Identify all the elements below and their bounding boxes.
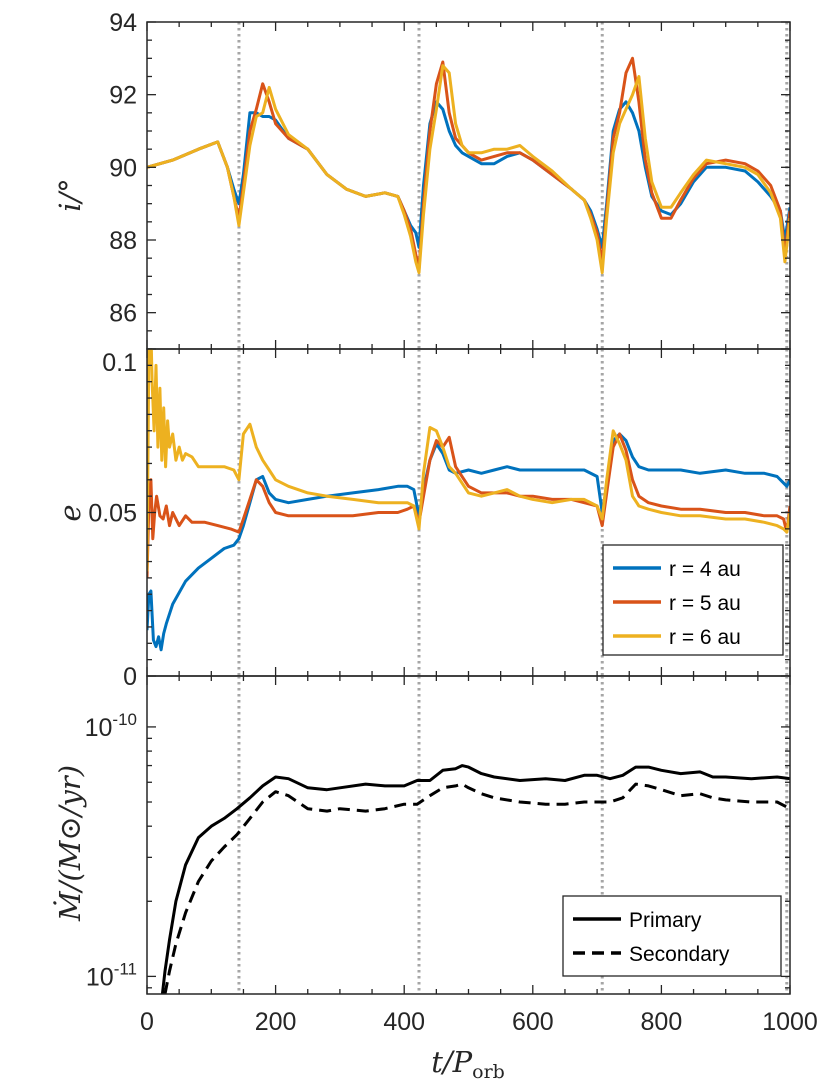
y-tick-label: 94 <box>109 9 137 37</box>
eccentricity-legend: r = 4 au r = 5 au r = 6 au <box>602 544 784 656</box>
inclination-panel: 86 88 90 92 94 i/° <box>53 9 791 350</box>
series-line-r-6-au <box>147 349 790 572</box>
x-tick-label: 0 <box>140 1008 154 1036</box>
legend-box <box>562 895 782 977</box>
y-tick-label: 10-10 <box>85 710 137 742</box>
eccentricity-panel: 0 0.05 0.1 e r = 4 au r = 5 au r = 6 au <box>53 348 791 691</box>
y-tick-label: 88 <box>109 227 137 255</box>
legend-label: r = 5 au <box>669 592 741 615</box>
x-tick-label: 400 <box>383 1008 425 1036</box>
y-tick-label: 92 <box>109 82 137 110</box>
x-tick-label: 1000 <box>762 1008 818 1036</box>
y-tick-label: 0 <box>123 663 137 691</box>
accretion-rate-panel: 10-10 10-110 200 400 600 800 1000 Ṁ/(M⊙/yr) Pr… <box>52 675 818 1083</box>
series-line-r-5-au <box>147 432 790 578</box>
legend-label: r = 6 au <box>669 626 741 649</box>
legend-label: Primary <box>629 909 702 932</box>
series-line-secondary <box>163 782 790 994</box>
x-tick-label: 200 <box>255 1008 297 1036</box>
legend-label: Secondary <box>629 943 730 966</box>
y-tick-label: 86 <box>109 300 137 328</box>
series-line-primary <box>160 764 790 994</box>
y-tick-label: 0.1 <box>102 349 137 377</box>
time-x-label: t/Porb <box>431 1045 505 1083</box>
y-tick-label: 0.05 <box>88 500 137 528</box>
y-tick-label: 10-11 <box>86 959 137 991</box>
series-line-r-4-au <box>147 100 790 249</box>
inclination-y-label: i/° <box>53 178 87 212</box>
series-line-r-6-au <box>147 64 790 275</box>
x-tick-label: 600 <box>512 1008 554 1036</box>
x-tick-label: 800 <box>641 1008 683 1036</box>
eccentricity-y-label: e <box>53 504 87 521</box>
legend-label: r = 4 au <box>669 558 741 581</box>
y-tick-label: 90 <box>109 154 137 182</box>
accretion-y-label: Ṁ/(M⊙/yr) <box>52 765 87 922</box>
accretion-legend: Primary Secondary <box>562 895 782 977</box>
